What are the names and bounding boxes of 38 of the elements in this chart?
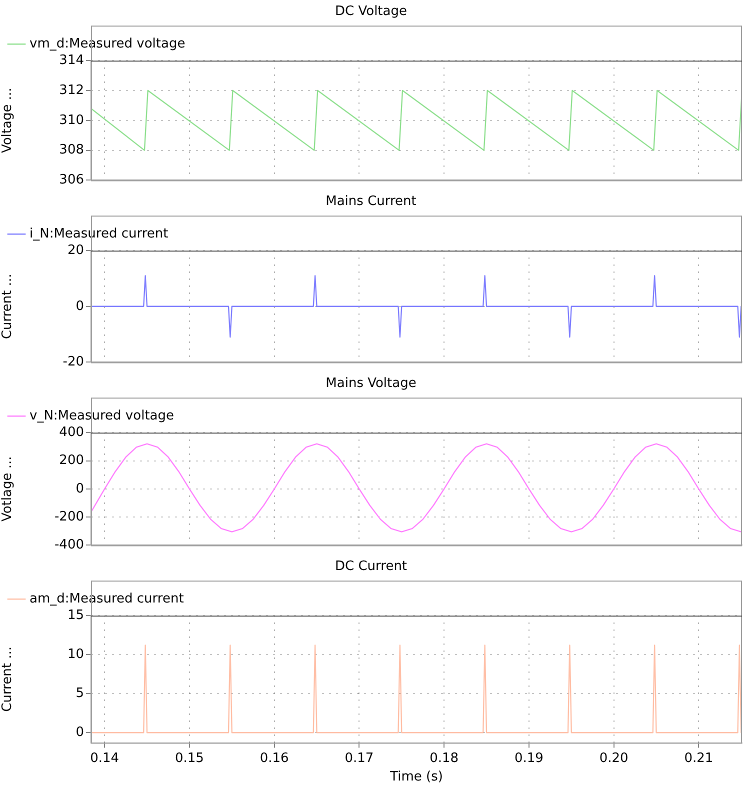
x-tick-label: 0.14 [90,750,120,766]
chart-title: DC Current [334,559,408,574]
y-axis-title: Votlage ... [0,456,16,522]
y-tick-label: 308 [59,142,84,158]
y-tick-label: 20 [67,242,84,258]
y-axis-title: Current ... [0,646,16,712]
y-tick-label: 0 [76,725,84,740]
legend-label: vm_d:Measured voltage [30,36,186,52]
y-tick-label: -400 [54,538,84,553]
x-tick-label: 0.18 [430,750,459,766]
x-tick-label: 0.20 [599,750,628,766]
legend-label: am_d:Measured current [30,591,184,606]
y-axis-title: Voltage ... [0,88,16,154]
chart-title: DC Voltage [335,4,407,20]
y-tick-label: 0 [76,298,84,314]
legend-label: v_N:Measured voltage [30,408,174,424]
x-tick-label: 0.17 [344,750,374,766]
chart-title: Mains Current [326,194,416,210]
y-tick-label: 400 [59,424,84,440]
x-tick-label: 0.16 [260,750,289,766]
x-tick-label: 0.21 [684,750,714,766]
y-tick-label: 5 [76,686,84,702]
x-tick-label: 0.15 [174,750,204,766]
legend-label: i_N:Measured current [30,226,168,242]
y-tick-label: 200 [59,453,84,468]
y-tick-label: 15 [67,608,84,623]
y-tick-label: 310 [59,112,84,128]
y-tick-label: 314 [59,52,84,68]
y-tick-label: -200 [54,509,84,524]
y-tick-label: 312 [59,82,84,98]
y-axis-title: Current ... [0,274,16,340]
x-axis-title: Time (s) [389,770,443,785]
chart-title: Mains Voltage [326,376,416,392]
y-tick-label: 0 [76,481,84,496]
y-tick-label: 10 [67,646,84,662]
y-tick-label: -20 [62,354,84,370]
x-tick-label: 0.19 [514,750,544,766]
y-tick-label: 306 [59,172,84,188]
